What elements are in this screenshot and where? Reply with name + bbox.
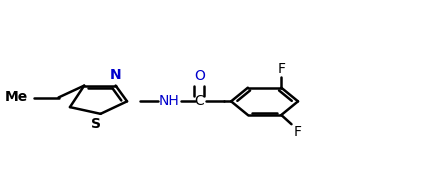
- Text: C: C: [195, 94, 204, 108]
- Text: N: N: [110, 68, 121, 82]
- Text: S: S: [91, 117, 101, 131]
- Text: O: O: [194, 69, 205, 83]
- Text: F: F: [277, 62, 285, 76]
- Text: Me: Me: [5, 90, 28, 105]
- Text: NH: NH: [158, 94, 179, 108]
- Text: F: F: [293, 125, 301, 139]
